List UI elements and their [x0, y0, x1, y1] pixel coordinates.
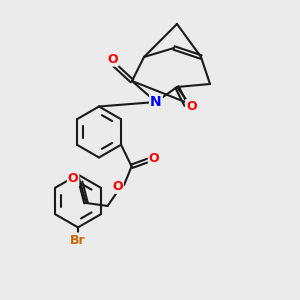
- Text: O: O: [68, 172, 78, 185]
- Text: O: O: [112, 180, 123, 193]
- Text: Br: Br: [70, 233, 86, 247]
- Text: O: O: [107, 52, 118, 66]
- Text: O: O: [186, 100, 197, 113]
- Text: O: O: [149, 152, 159, 165]
- Text: N: N: [150, 95, 162, 109]
